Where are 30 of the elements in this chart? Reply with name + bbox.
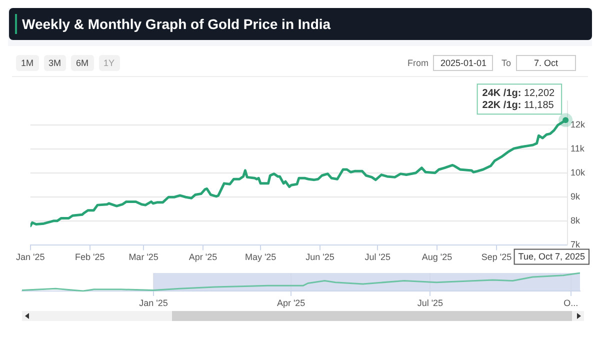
y-tick-label: 10k <box>570 168 586 178</box>
text: To <box>501 58 511 68</box>
x-tick-label: Aug '25 <box>422 252 452 262</box>
y-tick-label: 12k <box>570 120 586 130</box>
x-tick-label: Jan '25 <box>16 252 45 262</box>
x-tick-label: O... <box>564 298 578 308</box>
y-tick-label: 7k <box>570 240 580 250</box>
text: Tue, Oct 7, 2025 <box>518 252 586 262</box>
y-tick-label: 8k <box>570 216 580 226</box>
annotation: 24K /1g: 12,202 22K /1g: 11,185 <box>482 88 556 112</box>
x-tick-label: Jun '25 <box>306 252 334 262</box>
x-tick-label: May '25 <box>244 252 276 262</box>
chart-title: Weekly & Monthly Graph of Gold Price in India <box>22 16 331 32</box>
text: 7. Oct <box>516 55 576 71</box>
y-tick-label: 9k <box>570 192 580 202</box>
x-tick-label: Apr '25 <box>188 252 218 262</box>
text: 3M <box>44 55 66 71</box>
x-tick-label: Sep '25 <box>481 252 512 262</box>
x-tick-label: Mar '25 <box>128 252 158 262</box>
x-tick-label: Jul '25 <box>417 298 444 308</box>
x-tick-label: Feb '25 <box>74 252 105 262</box>
x-tick-label: Apr '25 <box>276 298 306 308</box>
text: From <box>407 58 428 68</box>
text: 1M <box>16 55 39 71</box>
text: 2025-01-01 <box>433 55 494 71</box>
y-tick-label: 11k <box>570 144 585 154</box>
text: 6M <box>71 55 94 71</box>
x-tick-label: Jan '25 <box>139 298 168 308</box>
text: 1Y <box>98 55 120 71</box>
x-tick-label: Jul '25 <box>364 252 390 262</box>
